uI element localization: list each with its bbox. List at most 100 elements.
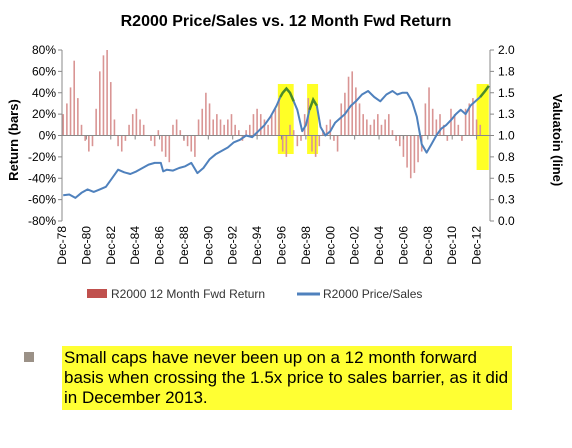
x-tick-label: Dec-04 (372, 226, 386, 265)
left-tick-label: 0% (39, 129, 57, 143)
right-tick-label: 0.8 (498, 150, 515, 164)
return-bar (479, 125, 481, 136)
return-bar (428, 87, 430, 135)
right-tick-label: 1.5 (498, 86, 515, 100)
right-tick-label: 0.3 (498, 193, 515, 207)
return-bar (410, 136, 412, 179)
return-bar (447, 136, 449, 141)
return-bar (62, 114, 64, 135)
x-tick-label: Dec-86 (153, 226, 167, 265)
legend: R2000 12 Month Fwd Return R2000 Price/Sa… (87, 287, 422, 301)
return-bar (179, 130, 181, 135)
left-axis-title: Return (bars) (6, 99, 21, 181)
return-bar (84, 136, 86, 141)
return-bar (216, 114, 218, 135)
left-tick-label: 40% (32, 86, 56, 100)
return-bar (125, 136, 127, 141)
return-bar (399, 136, 401, 147)
return-bar (381, 125, 383, 136)
x-tick-label: Dec-94 (250, 226, 264, 265)
return-bar (194, 136, 196, 157)
return-bar (311, 136, 313, 152)
x-tick-label: Dec-88 (177, 226, 191, 265)
x-tick-label: Dec-10 (445, 226, 459, 265)
return-bar (275, 109, 277, 136)
chart: R2000 Price/Sales vs. 12 Month Fwd Retur… (0, 0, 572, 340)
x-tick-label: Dec-08 (421, 226, 435, 265)
return-bar (139, 119, 141, 135)
return-bar (392, 130, 394, 135)
return-bar (212, 119, 214, 135)
return-bar (329, 119, 331, 135)
return-bar (373, 119, 375, 135)
return-bar (340, 103, 342, 135)
return-bar (128, 125, 130, 136)
x-tick-label: Dec-92 (226, 226, 240, 265)
right-tick-label: 2.0 (498, 43, 515, 57)
bullet-icon (24, 352, 34, 362)
return-bar (169, 136, 171, 163)
return-bar (348, 77, 350, 136)
return-bar (150, 136, 152, 141)
return-bar (476, 119, 478, 135)
legend-label-line: R2000 Price/Sales (323, 287, 422, 301)
return-bar (231, 114, 233, 135)
return-bar (132, 114, 134, 135)
x-tick-label: Dec-80 (79, 226, 93, 265)
return-bar (432, 109, 434, 136)
return-bar (333, 136, 335, 141)
return-bar (355, 87, 357, 135)
highlight-box (477, 84, 489, 170)
note-text: Small caps have never been up on a 12 mo… (62, 346, 512, 410)
left-tick-label: -40% (28, 171, 56, 185)
x-tick-label: Dec-98 (299, 226, 313, 265)
return-bar (300, 136, 302, 141)
return-bar (66, 103, 68, 135)
return-bar (395, 136, 397, 141)
x-tick-label: Dec-78 (55, 226, 69, 265)
return-bar (461, 136, 463, 141)
return-bar (88, 136, 90, 152)
return-bar (220, 119, 222, 135)
return-bar (99, 71, 101, 135)
return-bar (201, 109, 203, 136)
return-bar (264, 119, 266, 135)
return-bar (70, 87, 72, 135)
return-bar (417, 136, 419, 163)
x-tick-label: Dec-06 (396, 226, 410, 265)
return-bar (370, 125, 372, 136)
return-bar (176, 119, 178, 135)
return-bar (209, 103, 211, 135)
right-tick-label: 1.8 (498, 64, 515, 78)
return-bar (227, 119, 229, 135)
left-tick-label: -60% (28, 193, 56, 207)
right-tick-label: 1.0 (498, 129, 515, 143)
return-bar (110, 82, 112, 135)
right-axis-title: Valuatoin (line) (550, 94, 565, 186)
return-bar (359, 103, 361, 135)
return-bar (73, 61, 75, 136)
return-bar (388, 114, 390, 135)
return-bar (121, 136, 123, 152)
return-bar (318, 136, 320, 147)
return-bar (165, 136, 167, 157)
return-bar (77, 98, 79, 135)
return-bar (143, 125, 145, 136)
return-bar (187, 136, 189, 147)
left-tick-label: 60% (32, 64, 56, 78)
return-bar (366, 119, 368, 135)
return-bar (293, 130, 295, 135)
return-bar (103, 55, 105, 135)
x-tick-label: Dec-90 (201, 226, 215, 265)
return-bar (377, 114, 379, 135)
return-bar (362, 114, 364, 135)
return-bar (198, 119, 200, 135)
return-bar (253, 114, 255, 135)
left-tick-label: 20% (32, 107, 56, 121)
return-bar (267, 125, 269, 136)
return-bar (190, 136, 192, 152)
left-tick-label: -80% (28, 214, 56, 228)
return-bar (92, 136, 94, 147)
x-tick-label: Dec-82 (104, 226, 118, 265)
return-bar (205, 93, 207, 136)
